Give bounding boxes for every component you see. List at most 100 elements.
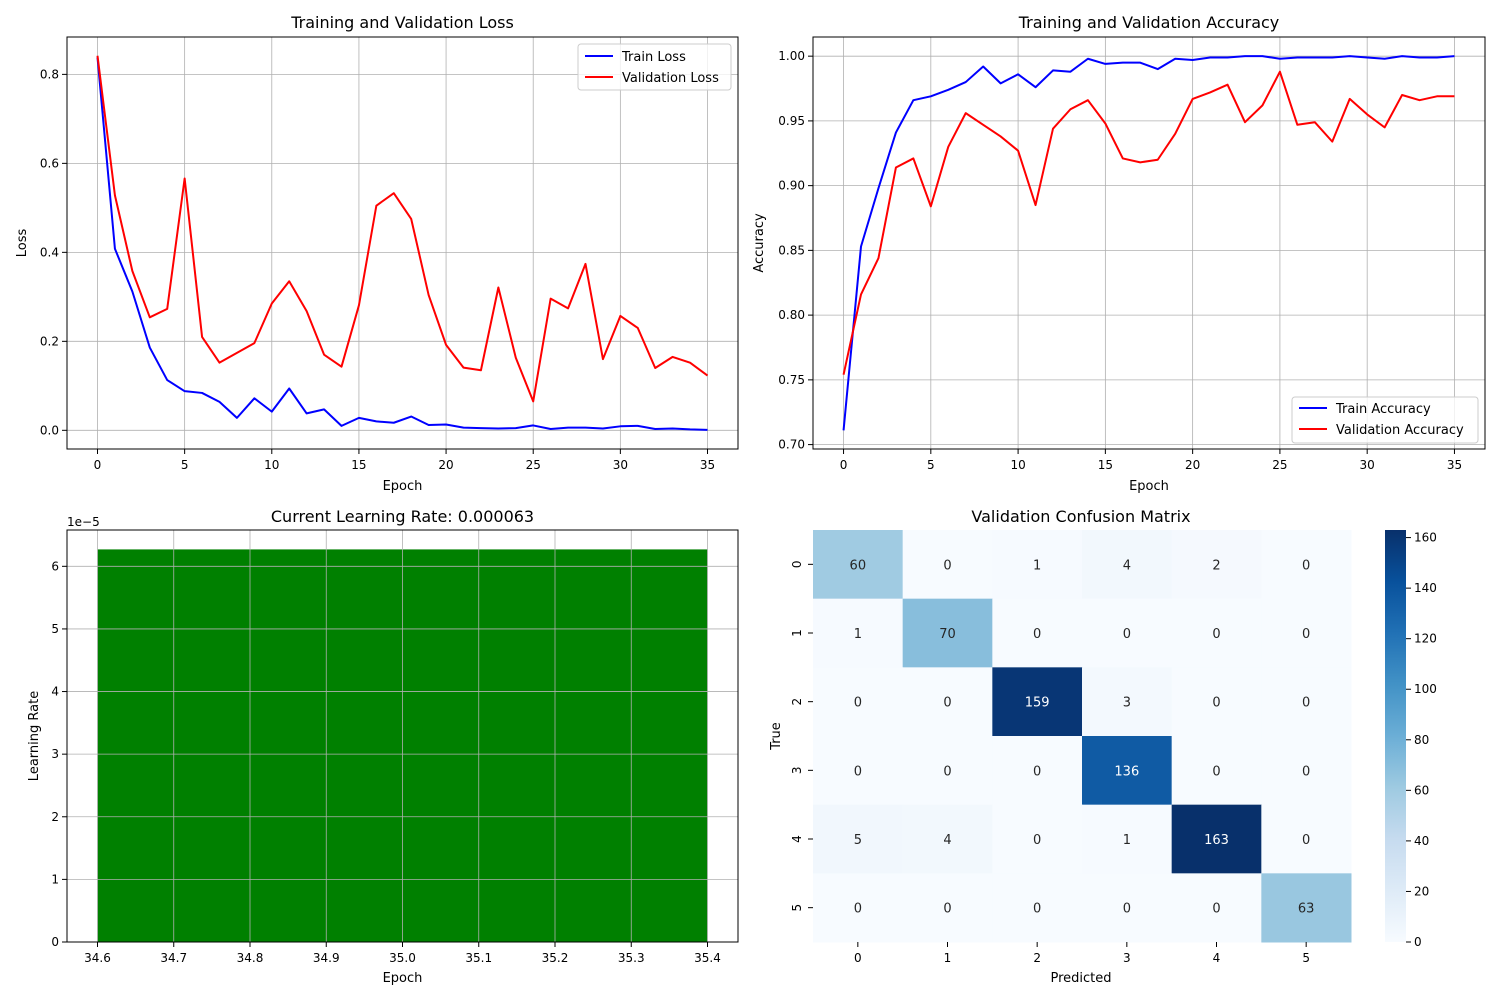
confusion-matrix-chart: Validation Confusion Matrix 60 0 1 4 2 01 70 0 0… (769, 507, 1437, 986)
loss-x-tick-label: 35 (700, 458, 715, 472)
confusion-cell-value: 0 (943, 558, 951, 573)
learning-rate-x-tick-label: 34.7 (160, 951, 187, 965)
confusion-cell (1261, 873, 1352, 943)
loss-legend-val-label: Validation Loss (622, 71, 719, 86)
accuracy-x-tick-label: 10 (1010, 458, 1025, 472)
confusion-cell (813, 873, 904, 943)
learning-rate-y-axis-label: Learning Rate (27, 691, 42, 781)
confusion-cell-value: 159 (1025, 696, 1050, 711)
confusion-cell-value: 0 (1033, 902, 1041, 917)
loss-x-tick-label: 0 (94, 458, 102, 472)
accuracy-chart: Training and Validation Accuracy 0 5 10 15 2… (752, 13, 1486, 494)
confusion-cell (1261, 667, 1352, 737)
loss-series-validation-line (96, 55, 709, 403)
accuracy-y-tick-label: 0.75 (778, 373, 805, 387)
learning-rate-y-tick-label: 4 (51, 685, 59, 699)
confusion-y-tick-label: 5 (790, 904, 804, 912)
confusion-cell (813, 530, 904, 600)
colorbar-tick-label: 140 (1414, 581, 1437, 595)
confusion-cell-value: 3 (1123, 696, 1131, 711)
learning-rate-y-tick-label: 6 (51, 559, 59, 573)
confusion-cell-value: 0 (854, 902, 862, 917)
confusion-cell-value: 1 (854, 627, 862, 642)
accuracy-x-tick-label: 0 (840, 458, 848, 472)
confusion-x-tick-label: 3 (1123, 951, 1131, 965)
learning-rate-x-tick-label: 35.3 (618, 951, 645, 965)
learning-rate-x-tick-label: 35.0 (389, 951, 416, 965)
confusion-y-tick-label: 2 (790, 698, 804, 706)
confusion-cell (1171, 667, 1262, 737)
accuracy-x-tick-label: 35 (1447, 458, 1462, 472)
confusion-cell (1261, 530, 1352, 600)
learning-rate-x-tick-label: 35.1 (465, 951, 492, 965)
accuracy-legend-train-label: Train Accuracy (1335, 402, 1431, 417)
confusion-cell (813, 598, 904, 668)
learning-rate-y-tick-label: 2 (51, 810, 59, 824)
loss-series-train-line (96, 57, 708, 431)
colorbar-gradient (1385, 530, 1406, 942)
accuracy-chart-title: Training and Validation Accuracy (1018, 13, 1280, 32)
confusion-cell (1261, 736, 1352, 806)
learning-rate-y-tick-label: 5 (51, 622, 59, 636)
accuracy-y-tick-label: 0.90 (778, 179, 805, 193)
confusion-cell-value: 0 (1212, 764, 1220, 779)
accuracy-plot-area (812, 36, 1486, 450)
confusion-cell (992, 736, 1083, 806)
confusion-cell-value: 0 (1302, 696, 1310, 711)
confusion-cell (1261, 804, 1352, 874)
accuracy-series-train-line (842, 55, 1455, 431)
learning-rate-x-tick-label: 35.2 (542, 951, 569, 965)
confusion-cell-value: 0 (943, 902, 951, 917)
colorbar-tick-label: 20 (1414, 884, 1429, 898)
loss-y-axis-label: Loss (15, 229, 30, 258)
confusion-cell (1171, 736, 1262, 806)
confusion-cell-value: 0 (1302, 764, 1310, 779)
learning-rate-x-tick-label: 34.6 (84, 951, 111, 965)
confusion-cell-value: 70 (939, 627, 956, 642)
colorbar-tick-label: 120 (1414, 632, 1437, 646)
confusion-x-axis-label: Predicted (1050, 971, 1111, 986)
learning-rate-y-tick-label: 0 (51, 935, 59, 949)
learning-rate-x-tick-label: 34.8 (237, 951, 264, 965)
confusion-y-axis-label: True (769, 722, 784, 751)
loss-x-axis-label: Epoch (383, 479, 423, 494)
loss-y-tick-label: 0.6 (40, 156, 59, 170)
learning-rate-x-axis-label: Epoch (383, 971, 423, 986)
accuracy-legend: Train Accuracy Validation Accuracy (1291, 396, 1479, 444)
confusion-cell-value: 136 (1114, 764, 1139, 779)
confusion-cell-value: 0 (1212, 627, 1220, 642)
confusion-cell-value: 0 (1302, 558, 1310, 573)
confusion-cell-value: 0 (1123, 627, 1131, 642)
accuracy-x-tick-label: 25 (1272, 458, 1287, 472)
confusion-cell (902, 667, 993, 737)
learning-rate-x-tick-label: 34.9 (313, 951, 340, 965)
accuracy-y-tick-label: 0.80 (778, 308, 805, 322)
accuracy-series-validation-line (842, 70, 1455, 375)
loss-x-tick-label: 30 (613, 458, 628, 472)
accuracy-y-tick-label: 0.95 (778, 114, 805, 128)
accuracy-x-axis-label: Epoch (1129, 479, 1169, 494)
colorbar-tick-label: 160 (1414, 531, 1437, 545)
loss-x-tick-label: 15 (351, 458, 366, 472)
confusion-cell (992, 804, 1083, 874)
confusion-cell-value: 0 (943, 764, 951, 779)
confusion-x-tick-label: 5 (1302, 951, 1310, 965)
confusion-cell (992, 530, 1083, 600)
confusion-cell (1082, 804, 1173, 874)
confusion-x-tick-label: 0 (854, 951, 862, 965)
loss-x-tick-label: 5 (181, 458, 189, 472)
confusion-cell-value: 60 (850, 558, 867, 573)
confusion-cell-value: 1 (1033, 558, 1041, 573)
confusion-cell-value: 0 (854, 764, 862, 779)
confusion-cell (1082, 873, 1173, 943)
confusion-cell (992, 873, 1083, 943)
accuracy-x-tick-label: 15 (1098, 458, 1113, 472)
learning-rate-chart-title: Current Learning Rate: 0.000063 (271, 507, 534, 526)
loss-y-tick-label: 0.4 (40, 245, 59, 259)
confusion-cell (902, 530, 993, 600)
confusion-cell (1171, 598, 1262, 668)
confusion-cell (902, 598, 993, 668)
confusion-cell-value: 0 (1033, 627, 1041, 642)
confusion-cell (813, 736, 904, 806)
confusion-cell-value: 5 (854, 833, 862, 848)
